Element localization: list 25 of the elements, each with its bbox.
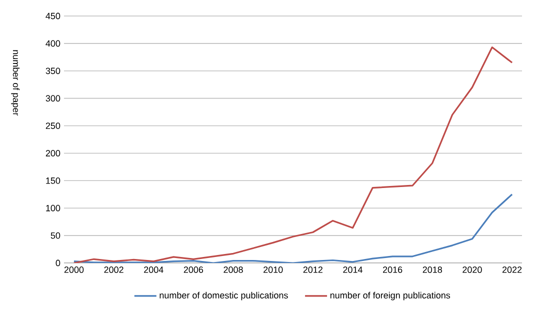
x-tick-label: 2006 [184, 266, 204, 273]
x-tick-label: 2018 [422, 266, 442, 273]
x-tick-label: 2000 [64, 266, 84, 273]
x-tick-label: 2004 [144, 266, 164, 273]
x-tick-label: 2014 [343, 266, 362, 273]
y-tick-label: 400 [46, 40, 60, 47]
x-tick-label: 2002 [104, 266, 124, 273]
x-tick-label: 2010 [264, 266, 283, 273]
y-axis-title: number of paper [11, 50, 20, 116]
legend-label: number of foreign publications [330, 292, 450, 300]
legend-label: number of domestic publications [160, 292, 288, 300]
x-tick-label: 2008 [224, 266, 243, 273]
y-tick-label: 250 [46, 122, 60, 129]
x-tick-label: 2020 [462, 266, 482, 273]
x-tick-label: 2016 [383, 266, 402, 273]
y-tick-label: 100 [46, 204, 60, 212]
x-tick-label: 2012 [303, 266, 322, 273]
y-tick-label: 200 [46, 150, 60, 156]
y-tick-label: 300 [46, 95, 60, 102]
y-tick-label: 0 [56, 260, 60, 266]
y-tick-label: 350 [46, 68, 60, 74]
y-tick-label: 50 [50, 232, 60, 239]
y-tick-label: 150 [46, 177, 60, 184]
y-tick-label: 450 [46, 12, 60, 20]
x-tick-label: 2022 [502, 266, 522, 273]
